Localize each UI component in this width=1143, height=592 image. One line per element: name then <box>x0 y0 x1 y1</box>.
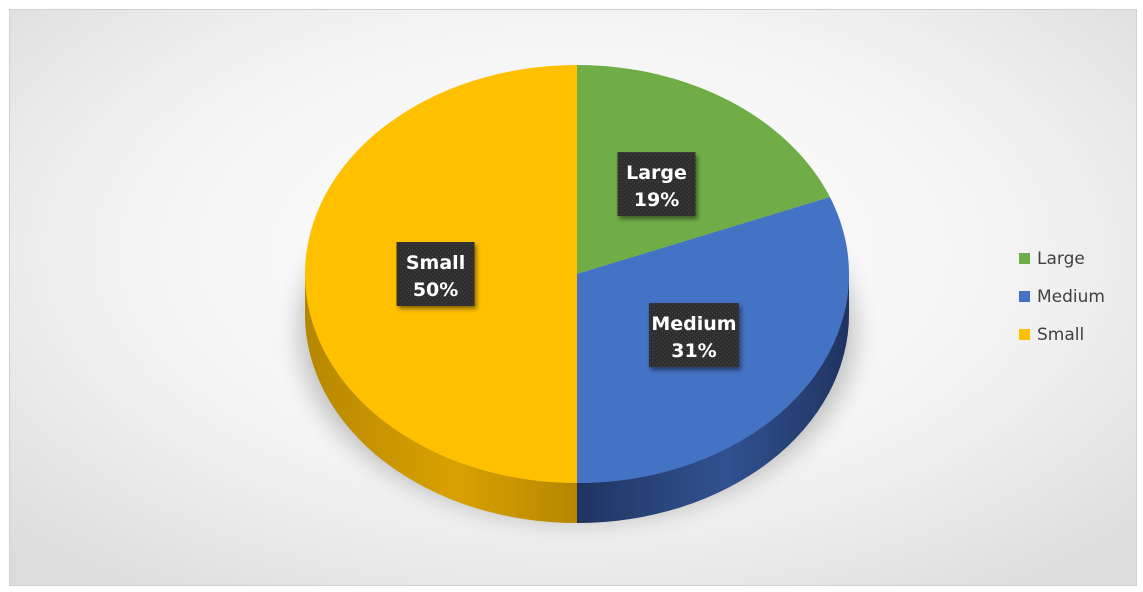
legend-item-small[interactable]: Small <box>1019 321 1127 348</box>
data-label-medium: Medium 31% <box>648 303 739 368</box>
data-label-box <box>617 152 696 217</box>
legend-item-large[interactable]: Large <box>1019 245 1127 272</box>
legend-label: Medium <box>1037 286 1105 307</box>
data-label-box <box>648 303 739 368</box>
data-label-category: Large <box>626 162 687 184</box>
legend-swatch <box>1019 253 1030 264</box>
legend-swatch <box>1019 291 1030 302</box>
legend-label: Small <box>1037 324 1085 345</box>
legend-item-medium[interactable]: Medium <box>1019 283 1127 310</box>
pie-slice-large[interactable] <box>577 65 830 274</box>
data-label-box <box>396 242 475 306</box>
data-label-large: Large 19% <box>617 152 696 217</box>
data-label-value: 31% <box>671 340 716 362</box>
chart-area: Large 19% Medium 31% Small 50% Large Medium Sma… <box>9 9 1137 586</box>
pie-chart: Large 19% Medium 31% Small 50% <box>299 65 855 523</box>
data-label-small: Small 50% <box>396 242 475 306</box>
legend: Large Medium Small <box>1019 245 1127 359</box>
data-label-value: 50% <box>413 279 458 301</box>
pie-side-shading-small <box>305 274 577 523</box>
pie-side-shading-medium <box>577 274 849 523</box>
data-label-category: Small <box>406 252 465 274</box>
legend-swatch <box>1019 329 1030 340</box>
data-label-category: Medium <box>651 313 736 335</box>
legend-label: Large <box>1037 248 1085 269</box>
data-label-value: 19% <box>634 189 679 211</box>
